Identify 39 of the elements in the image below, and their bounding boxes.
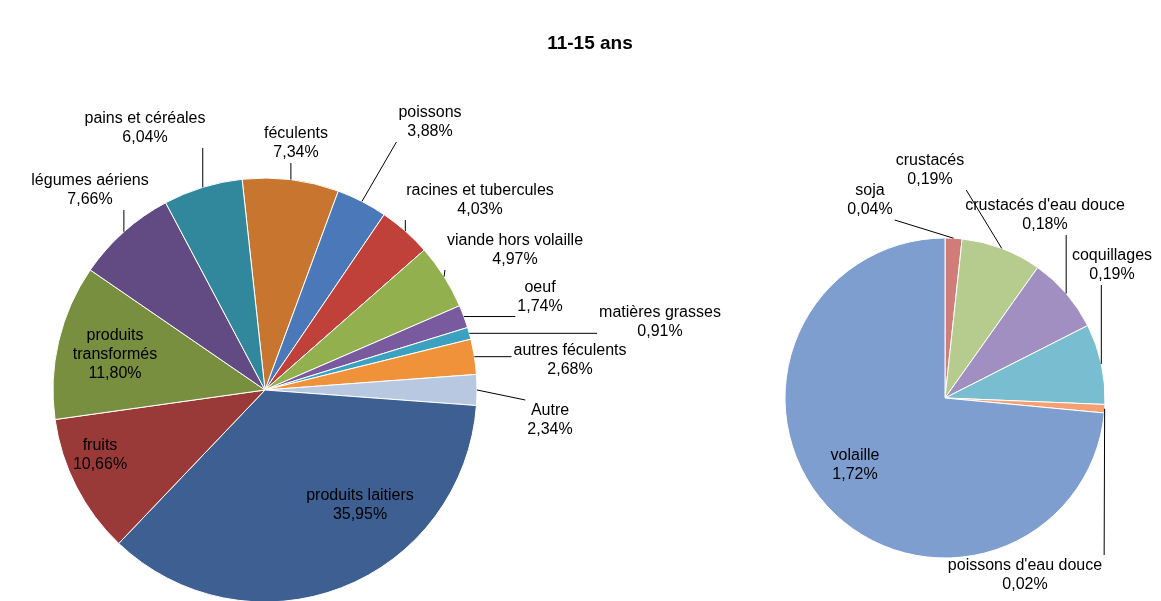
slice-label: racines et tubercules [406,180,554,198]
data-label: 7,34% [273,142,319,160]
slice-label: oeuf [524,277,557,295]
slice-label: coquillages [1071,245,1153,263]
data-label: 3,88% [407,121,453,139]
data-label: 1,72% [832,464,878,482]
data-label: 6,04% [122,127,168,145]
data-label: 2,34% [527,419,573,437]
slice-label: crustacés d'eau douce [965,195,1125,213]
slice-label: légumes aériens [31,170,149,188]
data-label: 0,02% [1002,574,1048,592]
slice-label: produits transformés [72,326,158,363]
data-label: 35,95% [332,504,388,522]
slice-label: crustacés [895,150,965,168]
data-label: 11,80% [88,364,142,382]
data-label: 0,19% [1089,264,1135,282]
data-label: 0,04% [847,199,893,217]
slice-label: fruits [82,435,118,453]
data-label: 0,19% [907,169,953,187]
slice-label: poissons d'eau douce [947,555,1103,573]
data-label: 7,66% [67,189,113,207]
data-label: 4,97% [492,249,538,267]
slice-label: autres féculents [513,340,627,358]
slice-label: pains et céréales [84,108,206,126]
data-label: 0,18% [1022,214,1068,232]
slice-label: matières grasses [599,302,721,320]
slice-label: féculents [263,123,329,141]
chart-title: 11-15 ans [546,32,634,54]
slice-label: Autre [530,400,570,418]
data-label: 4,03% [457,199,503,217]
data-label: 0,91% [637,321,683,339]
data-label: 10,66% [72,454,128,472]
slice-label: soja [855,180,885,198]
slice-label: produits laitiers [306,485,414,503]
slice-label: viande hors volaille [446,230,584,248]
data-label: 2,68% [547,359,593,377]
data-label: 1,74% [517,296,563,314]
slice-label: volaille [830,445,880,463]
slice-label: poissons [398,102,462,120]
